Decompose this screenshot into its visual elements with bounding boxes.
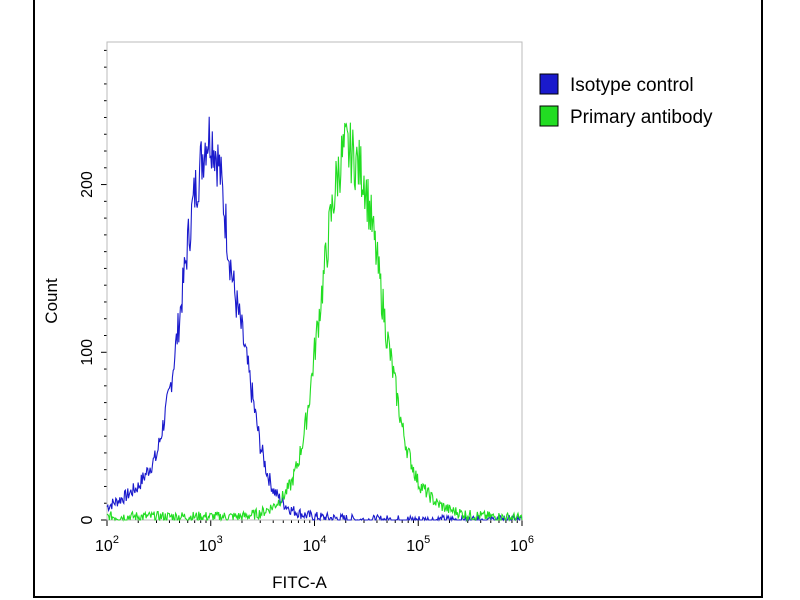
legend-swatch-isotype-control [539,73,559,95]
x-tick-label: 103 [199,534,223,555]
x-tick-label: 106 [510,534,534,555]
y-tick-label: 200 [79,171,96,198]
x-axis-title: FITC-A [272,573,327,592]
series-line-isotype-control [106,116,523,523]
y-tick-label: 100 [79,339,96,366]
y-axis-title: Count [42,278,61,324]
legend-swatch-primary-antibody [539,105,559,127]
legend-label-isotype-control: Isotype control [570,75,694,96]
x-tick-base: 10 [199,538,217,555]
x-tick-base: 10 [406,538,424,555]
plot-area [106,41,523,521]
x-tick-base: 10 [510,538,528,555]
figure-frame [33,0,763,598]
x-tick-label: 105 [406,534,430,555]
y-tick-label: 0 [79,515,96,524]
x-tick-exponent: 4 [320,534,326,546]
series-layer [106,116,523,523]
x-tick-base: 10 [95,538,113,555]
x-tick-base: 10 [303,538,321,555]
x-tick-label: 102 [95,534,119,555]
x-tick-exponent: 6 [528,534,534,546]
x-ticks: 102 103 104 105 106 [95,520,534,555]
x-tick-exponent: 2 [113,534,119,546]
legend: Isotype control Primary antibody [539,73,713,128]
series-line-primary-antibody [106,122,523,523]
legend-label-primary-antibody: Primary antibody [570,107,713,128]
x-tick-exponent: 5 [424,534,430,546]
x-tick-label: 104 [303,534,327,555]
x-tick-exponent: 3 [217,534,223,546]
y-ticks: 0 100 200 [79,49,107,524]
